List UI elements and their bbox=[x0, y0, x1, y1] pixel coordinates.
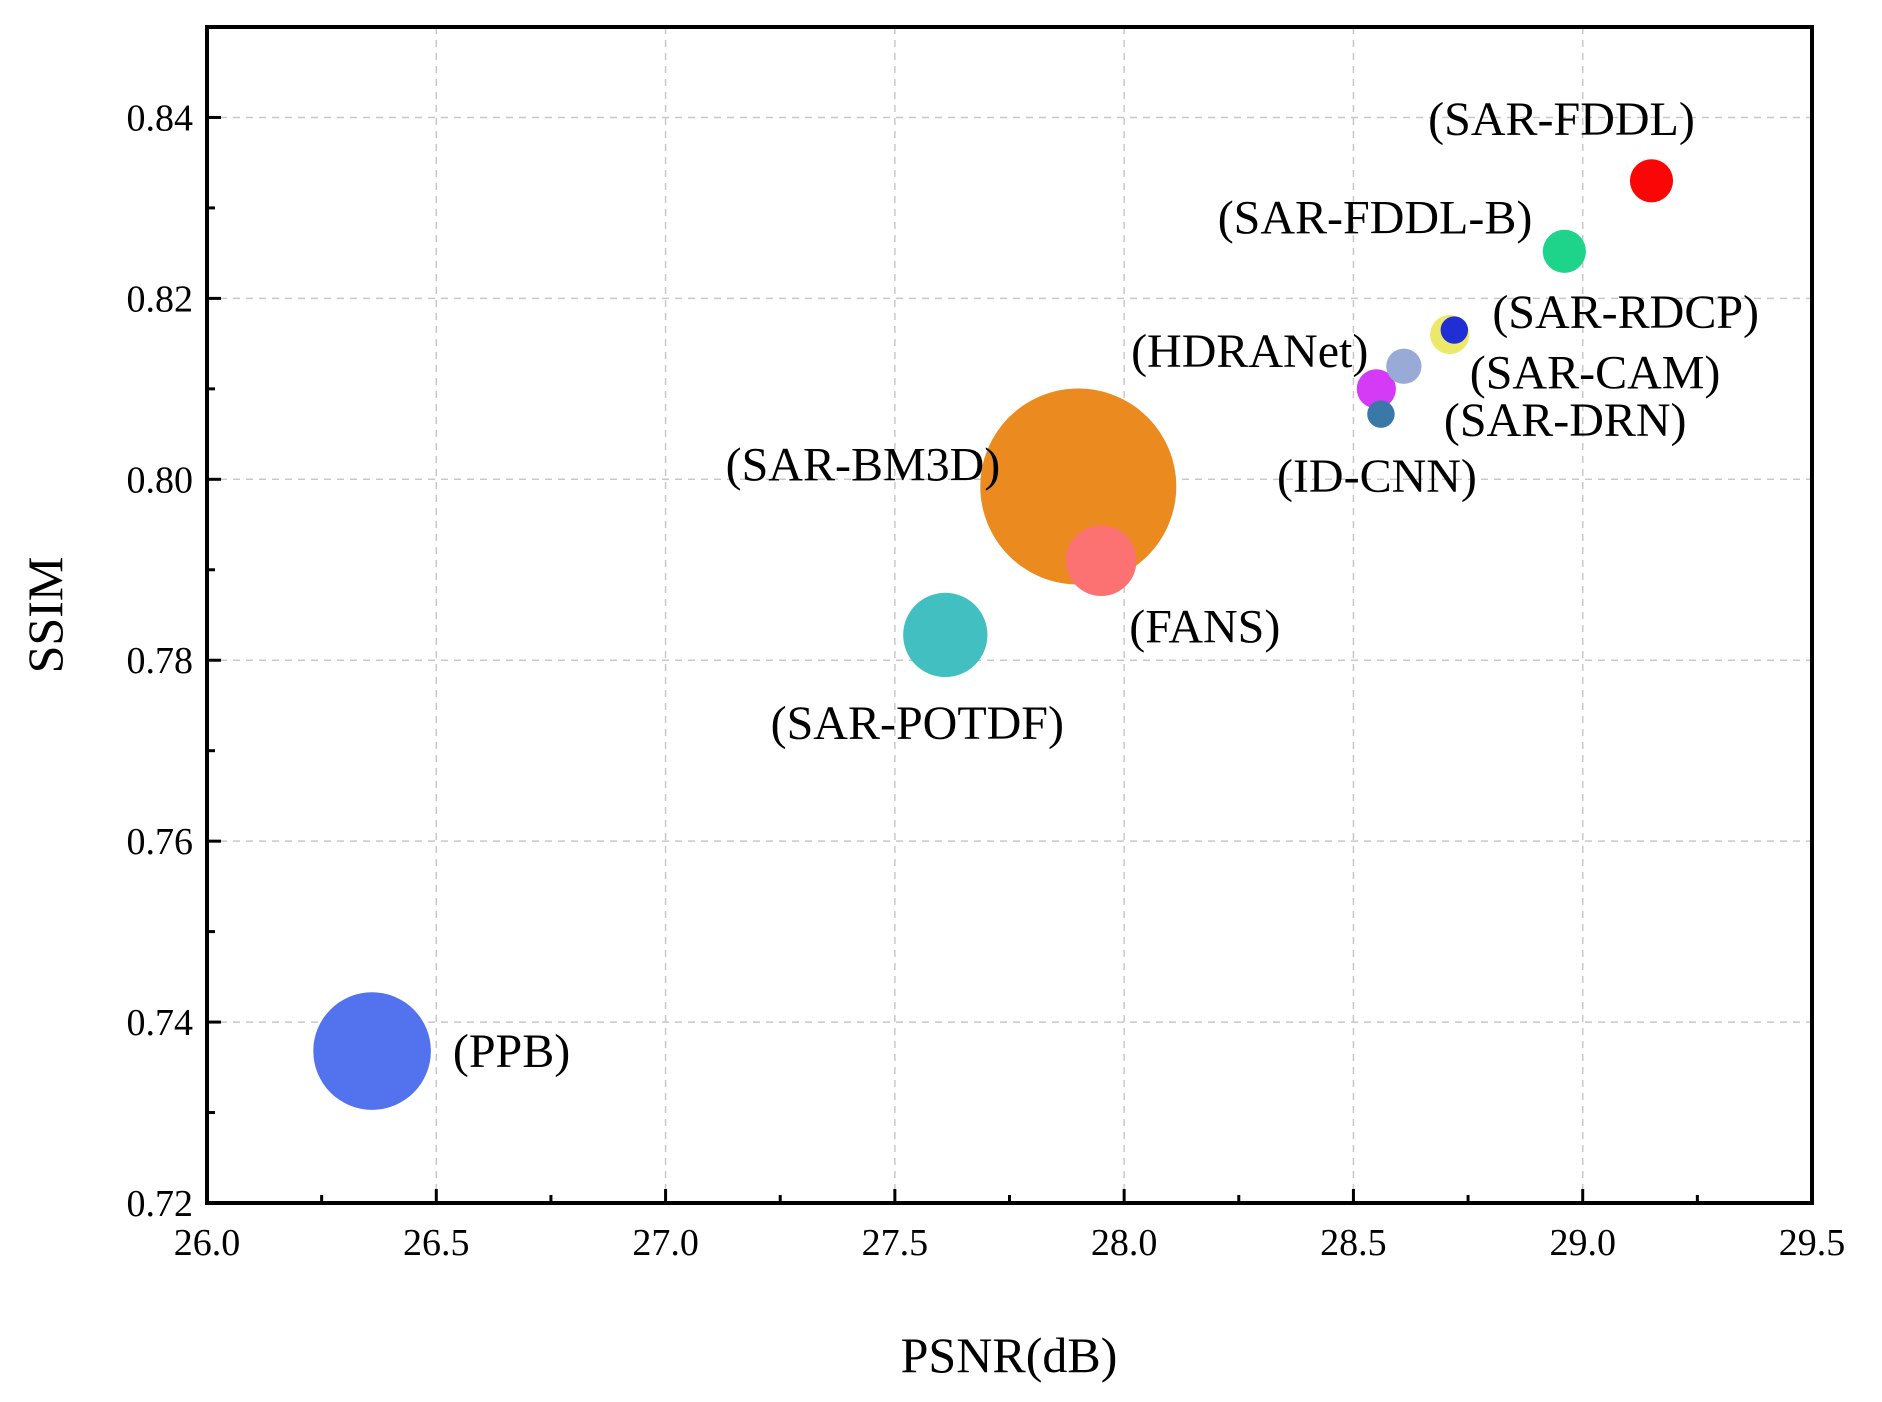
y-tick-label: 0.74 bbox=[127, 1002, 194, 1044]
x-tick-label: 27.0 bbox=[632, 1222, 699, 1264]
axis-ticks: 26.0 26.5 27.0 27.5 28.0 28.5 29.0 29.5 0.72 0.74… bbox=[127, 97, 1846, 1264]
y-tick-label: 0.72 bbox=[127, 1183, 194, 1225]
y-tick-label: 0.78 bbox=[127, 640, 194, 682]
label-hdranet: (HDRANet) bbox=[1131, 325, 1368, 378]
bubble-sar-bm3d bbox=[980, 388, 1177, 585]
bubble-sar-fddl bbox=[1629, 159, 1674, 203]
plot-frame bbox=[205, 25, 1814, 1205]
x-tick-label: 26.0 bbox=[174, 1222, 241, 1264]
bubble-fans bbox=[1065, 525, 1137, 597]
label-sar-drn: (SAR-DRN) bbox=[1444, 394, 1687, 447]
x-tick-label: 29.5 bbox=[1779, 1222, 1846, 1264]
label-id-cnn: (ID-CNN) bbox=[1277, 450, 1477, 503]
label-sar-fddl: (SAR-FDDL) bbox=[1428, 93, 1695, 146]
label-fans: (FANS) bbox=[1129, 601, 1280, 654]
grid-lines bbox=[207, 27, 1812, 1203]
x-tick-label: 27.5 bbox=[862, 1222, 929, 1264]
y-tick-label: 0.82 bbox=[127, 278, 194, 320]
bubble-ppb bbox=[313, 992, 431, 1110]
bubbles bbox=[313, 159, 1674, 1110]
y-tick-label: 0.84 bbox=[127, 97, 194, 139]
x-tick-label: 26.5 bbox=[403, 1222, 470, 1264]
bubble-sar-drn bbox=[1386, 348, 1422, 384]
x-tick-label: 28.5 bbox=[1320, 1222, 1387, 1264]
y-axis-title: SSIM bbox=[17, 557, 73, 674]
x-tick-label: 29.0 bbox=[1549, 1222, 1616, 1264]
bubble-id-cnn bbox=[1367, 400, 1395, 428]
y-tick-label: 0.76 bbox=[127, 821, 194, 863]
bubble-hdranet bbox=[1356, 369, 1396, 409]
label-sar-fddl-b: (SAR-FDDL-B) bbox=[1218, 191, 1533, 244]
label-sar-bm3d: (SAR-BM3D) bbox=[726, 439, 1001, 492]
label-sar-cam: (SAR-CAM) bbox=[1470, 347, 1721, 400]
x-tick-label: 28.0 bbox=[1091, 1222, 1158, 1264]
bubble-sar-potdf bbox=[903, 592, 988, 678]
label-ppb: (PPB) bbox=[453, 1025, 570, 1078]
bubble-sar-fddl-b bbox=[1542, 229, 1586, 273]
label-sar-rdcp: (SAR-RDCP) bbox=[1492, 286, 1759, 339]
x-axis-title: PSNR(dB) bbox=[901, 1327, 1118, 1383]
y-tick-label: 0.80 bbox=[127, 459, 194, 501]
bubble-sar-rdcp bbox=[1440, 316, 1469, 344]
point-labels: (PPB) (SAR-BM3D) (SAR-POTDF) (FANS) (ID-CNN)… bbox=[453, 93, 1759, 1078]
label-sar-potdf: (SAR-POTDF) bbox=[771, 697, 1064, 750]
